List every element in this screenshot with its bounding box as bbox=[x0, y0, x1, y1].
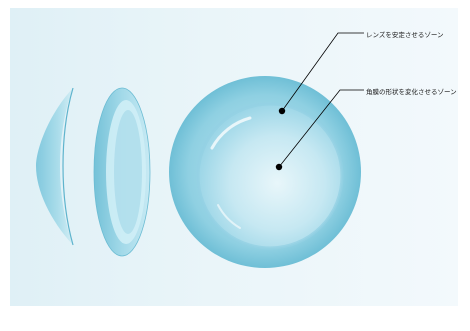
leader-outer-zone bbox=[278, 32, 364, 115]
leader-inner-zone bbox=[275, 89, 364, 171]
inner-zone-label: 角膜の形状を変化させるゾーン bbox=[366, 88, 457, 96]
lens-angled-view bbox=[93, 87, 151, 257]
lens-side-view bbox=[36, 87, 74, 246]
lens-front-view bbox=[169, 76, 361, 268]
outer-zone-label: レンズを安定させるゾーン bbox=[366, 31, 444, 39]
